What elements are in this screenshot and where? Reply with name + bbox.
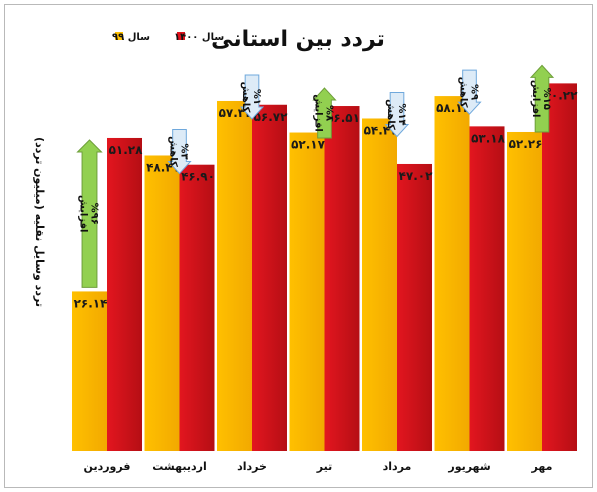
data-label-series1-3: ۵۶.۵۱ [326,111,360,125]
bar-series1-1 [179,164,215,451]
data-label-series1-4: ۴۷.۰۲ [399,169,434,183]
change-note-0: %۹۶افزایش [78,195,100,233]
chart-title: تردد بین استانی [211,27,385,52]
bar-series0-1 [144,155,180,451]
change-percent-2: %۱ [251,89,262,105]
increase-arrow-3 [312,87,337,139]
change-word-6: افزایش [530,80,541,118]
change-word-2: کاهش [240,82,251,113]
category-label-3: تیر [316,460,332,473]
data-label-series1-6: ۶۰.۲۲ [544,88,579,102]
legend-label-1400: سال ۱۴۰۰ [174,32,224,43]
change-word-3: افزایش [313,94,324,132]
change-percent-6: %۱۵ [541,88,552,110]
change-word-0: افزایش [78,195,89,233]
bar-series1-5 [469,126,505,451]
bar-series1-3 [324,106,360,451]
change-word-1: کاهش [168,136,179,167]
change-percent-5: %۹ [469,84,480,100]
decrease-arrow-1 [167,128,192,175]
category-label-1: اردیبهشت [152,460,206,473]
change-note-3: %۸افزایش [313,94,335,132]
category-label-5: شهریور [447,460,490,473]
y-axis-label: تردد وسایل نقلیه (میلیون تردد) [33,137,46,307]
bar-series1-2 [252,104,287,451]
change-note-4: %۱۴کاهش [385,99,407,130]
increase-arrow-6 [529,64,555,133]
bar-series0-2 [217,100,252,452]
bar-series0-6 [507,131,542,452]
bar-series0-5 [434,96,470,452]
bar-series0-0 [72,291,107,451]
category-label-0: فروردین [84,460,131,473]
change-word-4: کاهش [385,99,396,130]
change-note-2: %۱کاهش [240,82,262,113]
change-note-5: %۹کاهش [458,77,480,108]
decrease-arrow-2 [239,74,265,120]
change-note-1: %۳کاهش [168,136,190,167]
legend-label-99: سال ۹۹ [112,32,150,43]
bar-series1-4 [397,163,432,451]
data-label-series0-3: ۵۲.۱۷ [291,138,326,152]
change-percent-1: %۳ [179,143,190,159]
bar-series0-4 [362,118,397,451]
change-percent-3: %۸ [324,105,335,121]
bar-series1-6 [542,83,577,451]
category-label-4: مرداد [383,460,412,473]
plot-area: ۲۶.۱۴۵۱.۲۸فروردین۴۸.۴۱۴۶.۹۰اردیبهشت۵۷.۳۴… [72,64,579,473]
change-word-5: کاهش [458,77,469,108]
change-percent-4: %۱۴ [396,103,407,125]
decrease-arrow-4 [384,91,410,138]
change-percent-0: %۹۶ [89,203,100,225]
category-label-2: خرداد [237,460,267,473]
increase-arrow-0 [76,139,103,288]
data-label-series1-5: ۵۳.۱۸ [471,131,506,145]
data-label-series1-0: ۵۱.۲۸ [109,143,144,157]
bar-series1-0 [107,137,142,451]
data-label-series0-0: ۲۶.۱۴ [74,296,108,310]
bar-series0-3 [289,132,325,451]
legend: سال ۱۴۰۰ سال ۹۹ [112,32,224,43]
category-label-6: مهر [531,460,553,473]
data-label-series1-2: ۵۶.۷۲ [254,110,289,124]
decrease-arrow-5 [457,69,482,115]
data-label-series1-1: ۴۶.۹۰ [181,170,215,184]
change-note-6: %۱۵افزایش [530,80,552,118]
data-label-series0-6: ۵۲.۲۶ [509,137,543,151]
legend-swatch-1400 [177,32,185,40]
legend-swatch-99 [115,32,123,40]
